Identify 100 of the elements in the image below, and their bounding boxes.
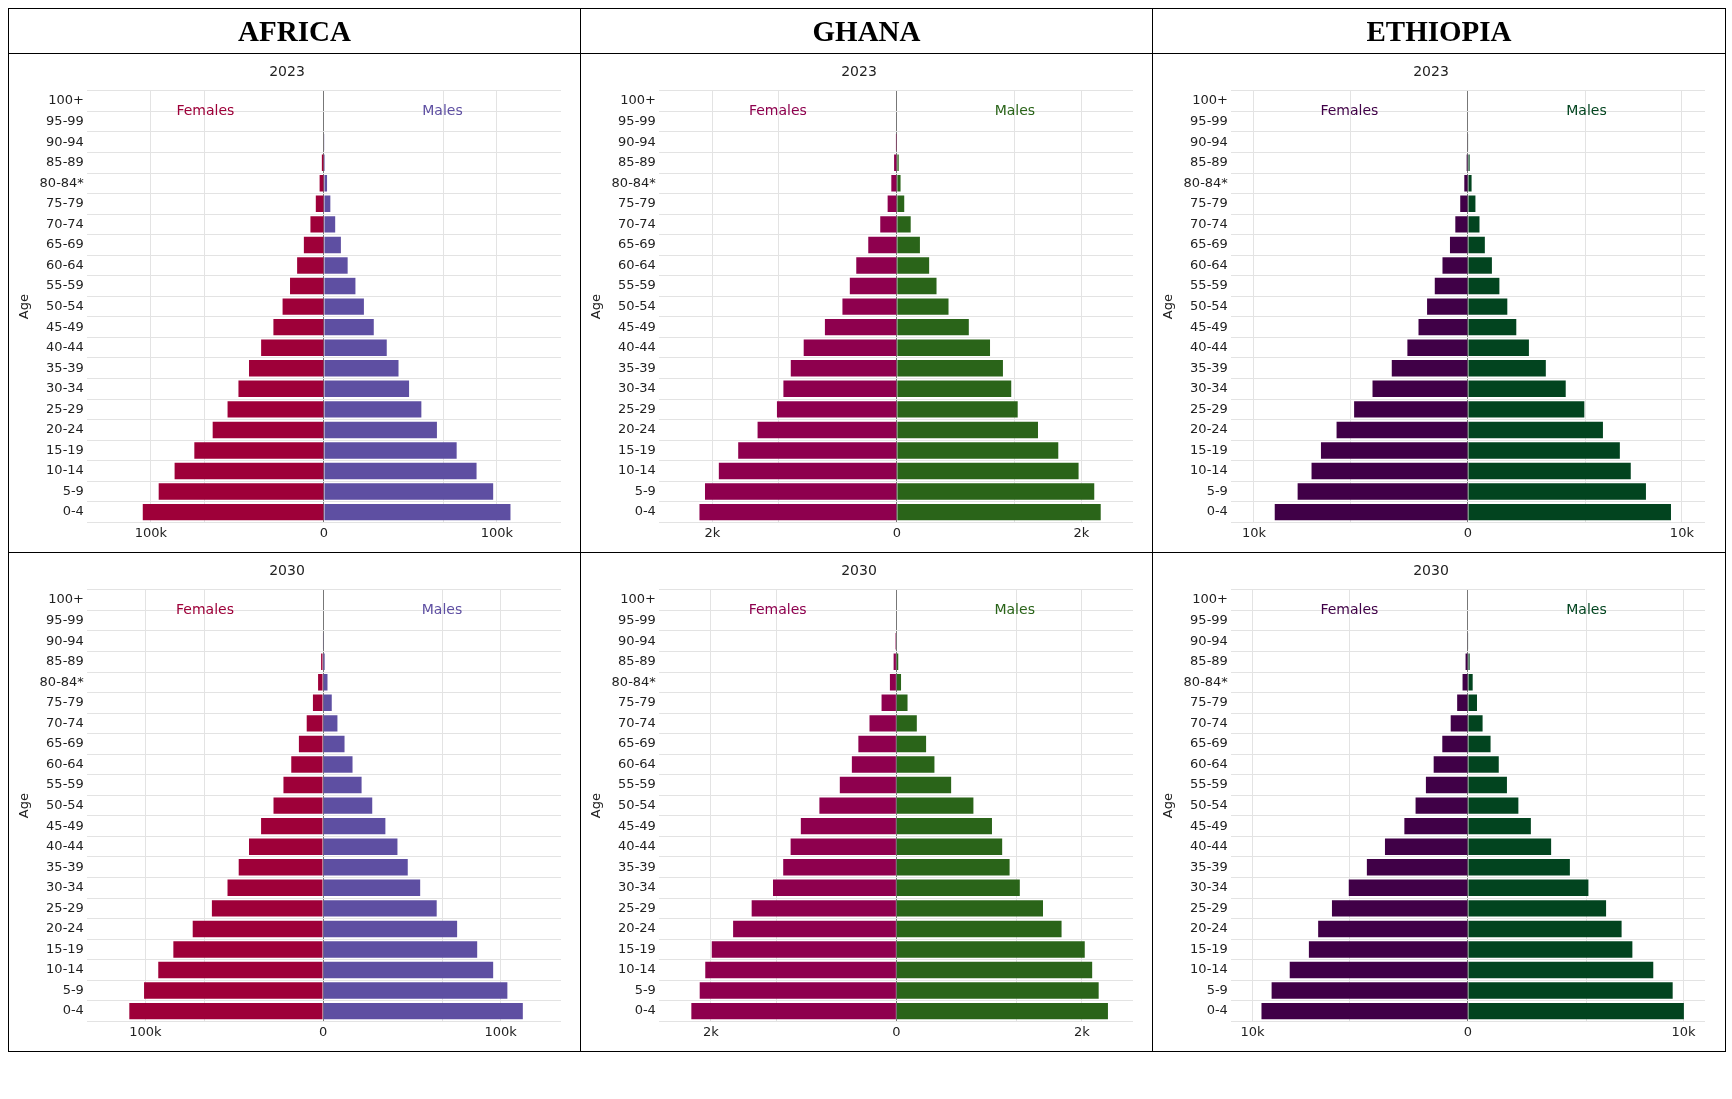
x-tick-label: 0 [1463, 1023, 1473, 1039]
y-tick-label: 65-69 [46, 735, 84, 751]
y-tick-label: 20-24 [618, 920, 656, 936]
y-tick-label: 25-29 [618, 899, 656, 915]
y-tick-label: 95-99 [618, 113, 656, 128]
y-tick-label: 100+ [48, 591, 84, 607]
y-tick-label: 10-14 [46, 961, 84, 977]
y-axis-title: Age [588, 793, 604, 819]
y-tick-label: 20-24 [46, 920, 84, 936]
text: Females [1320, 101, 1379, 118]
y-tick-label: 85-89 [1190, 653, 1228, 669]
text: Males [1566, 101, 1607, 118]
y-tick-label: 60-64 [46, 755, 84, 771]
y-tick-label: 50-54 [46, 796, 84, 812]
y-tick-label: 35-39 [618, 359, 656, 375]
y-tick-label: 60-64 [1190, 256, 1228, 272]
y-tick-label: 100+ [48, 92, 84, 108]
y-tick-label: 40-44 [1190, 838, 1228, 854]
y-axis-title: Age [588, 294, 604, 320]
x-tick-label: 10k [1671, 1023, 1696, 1039]
y-tick-label: 50-54 [1190, 796, 1228, 812]
y-tick-label: 50-54 [618, 796, 656, 812]
y-tick-label: 75-79 [1190, 694, 1228, 710]
y-tick-label: 30-34 [618, 380, 656, 396]
y-tick-label: 5-9 [62, 482, 84, 498]
x-tick-label: 100k [129, 1023, 163, 1039]
y-tick-label: 0-4 [62, 503, 84, 519]
x-tick-label: 2k [702, 1023, 720, 1039]
x-tick-label: 10k [1241, 524, 1267, 540]
y-tick-label: 45-49 [1190, 318, 1228, 334]
y-tick-label: 45-49 [1190, 817, 1228, 833]
y-tick-label: 55-59 [618, 776, 656, 792]
y-tick-label: 45-49 [618, 817, 656, 833]
y-tick-label: 95-99 [1190, 113, 1228, 128]
y-tick-label: 90-94 [46, 133, 84, 149]
y-tick-label: 65-69 [618, 735, 656, 751]
x-tick-label: 0 [892, 1023, 901, 1039]
y-tick-label: 40-44 [46, 339, 84, 355]
y-tick-label: 40-44 [1190, 339, 1228, 355]
y-tick-label: 40-44 [46, 838, 84, 854]
y-tick-label: 55-59 [46, 776, 84, 792]
y-tick-label: 10-14 [618, 462, 656, 478]
chart-title: 2030 [269, 562, 305, 579]
y-tick-label: 60-64 [618, 755, 656, 771]
y-tick-label: 25-29 [618, 400, 656, 416]
y-tick-label: 70-74 [46, 714, 84, 730]
chart-subtitle: 2023 [841, 63, 877, 80]
y-tick-label: 90-94 [618, 133, 656, 149]
y-tick-label: 10-14 [1190, 961, 1228, 977]
text: Females [748, 101, 807, 118]
y-tick-label: 20-24 [618, 421, 656, 437]
y-tick-label: 65-69 [618, 236, 656, 252]
y-tick-label: 20-24 [46, 421, 84, 437]
y-tick-label: 55-59 [46, 277, 84, 293]
chart-title: AFRICA [9, 9, 580, 54]
y-tick-label: 20-24 [1190, 421, 1228, 437]
y-tick-label: 5-9 [634, 482, 656, 498]
y-tick-label: 35-39 [1190, 858, 1228, 874]
y-tick-label: 15-19 [618, 940, 656, 956]
y-tick-label: 35-39 [46, 359, 84, 375]
y-tick-label: 35-39 [618, 858, 656, 874]
chart-subtitle: 2023 [269, 63, 305, 80]
y-tick-label: 55-59 [1190, 776, 1228, 792]
y-tick-label: 30-34 [46, 380, 84, 396]
y-tick-label: 85-89 [46, 653, 84, 669]
y-tick-label: 30-34 [1190, 380, 1228, 396]
x-tick-label: 0 [1463, 524, 1473, 540]
y-tick-label: 75-79 [618, 694, 656, 710]
y-tick-label: 50-54 [46, 297, 84, 313]
text: Males [994, 600, 1035, 617]
y-tick-label: 10-14 [1190, 462, 1228, 478]
y-tick-label: 0-4 [1206, 503, 1228, 519]
y-tick-label: 0-4 [62, 1002, 84, 1018]
y-tick-label: 30-34 [1190, 879, 1228, 895]
y-tick-label: 15-19 [46, 441, 84, 457]
y-tick-label: 5-9 [1206, 482, 1228, 498]
text: Males [421, 600, 463, 617]
y-tick-label: 100+ [1192, 591, 1228, 607]
y-tick-label: 80-84* [611, 174, 657, 190]
y-tick-label: 25-29 [46, 400, 84, 416]
x-tick-label: 2k [1073, 524, 1090, 540]
y-tick-label: 80-84* [1183, 673, 1229, 689]
x-tick-label: 0 [892, 524, 901, 540]
x-tick-label: 0 [319, 524, 329, 540]
text: Males [422, 101, 463, 118]
y-tick-label: 40-44 [618, 838, 656, 854]
y-tick-label: 70-74 [46, 215, 84, 231]
y-tick-label: 25-29 [1190, 400, 1228, 416]
y-tick-label: 75-79 [46, 195, 84, 211]
x-tick-label: 100k [480, 524, 514, 540]
y-tick-label: 0-4 [634, 503, 656, 519]
y-tick-label: 45-49 [618, 318, 656, 334]
y-tick-label: 90-94 [1190, 133, 1228, 149]
y-tick-label: 80-84* [39, 673, 85, 689]
x-tick-label: 100k [134, 524, 168, 540]
chart-title: 2030 [841, 562, 877, 579]
y-tick-label: 55-59 [1190, 277, 1228, 293]
chart-title: 2030 [1413, 562, 1449, 579]
chart-subtitle: 2023 [1413, 63, 1449, 80]
y-tick-label: 5-9 [62, 981, 84, 997]
